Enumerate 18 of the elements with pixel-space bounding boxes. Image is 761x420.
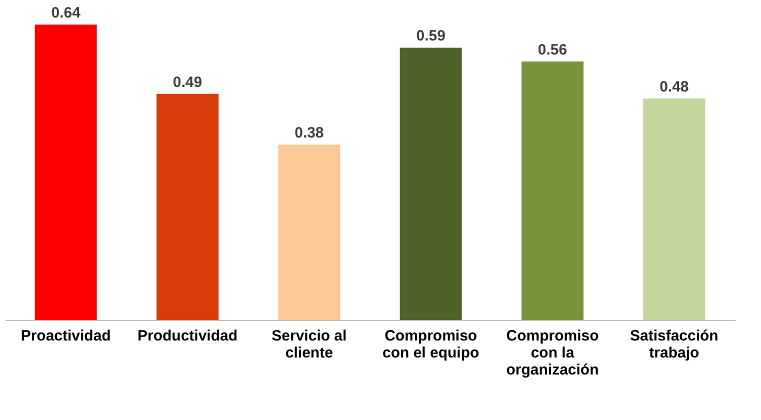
- x-tick-label: Servicio al cliente: [272, 328, 347, 362]
- data-label: 0.59: [416, 28, 446, 45]
- bar: [34, 24, 97, 320]
- bar: [278, 144, 340, 320]
- bar: [400, 48, 462, 320]
- x-tick-label: Compromiso con la organización: [506, 328, 599, 378]
- bar: [643, 98, 706, 320]
- x-tick-label: Compromiso con el equipo: [382, 328, 480, 362]
- x-tick-label: Productividad: [137, 328, 238, 344]
- x-tick-label: Satisfacción trabajo: [630, 328, 718, 362]
- data-label: 0.48: [660, 78, 689, 96]
- x-tick-label: Proactividad: [20, 328, 111, 344]
- data-label: 0.38: [294, 124, 324, 142]
- data-label: 0.56: [538, 42, 568, 59]
- data-label: 0.64: [51, 4, 82, 22]
- data-label: 0.49: [172, 74, 202, 91]
- bar: [522, 62, 584, 320]
- bar: [156, 94, 218, 320]
